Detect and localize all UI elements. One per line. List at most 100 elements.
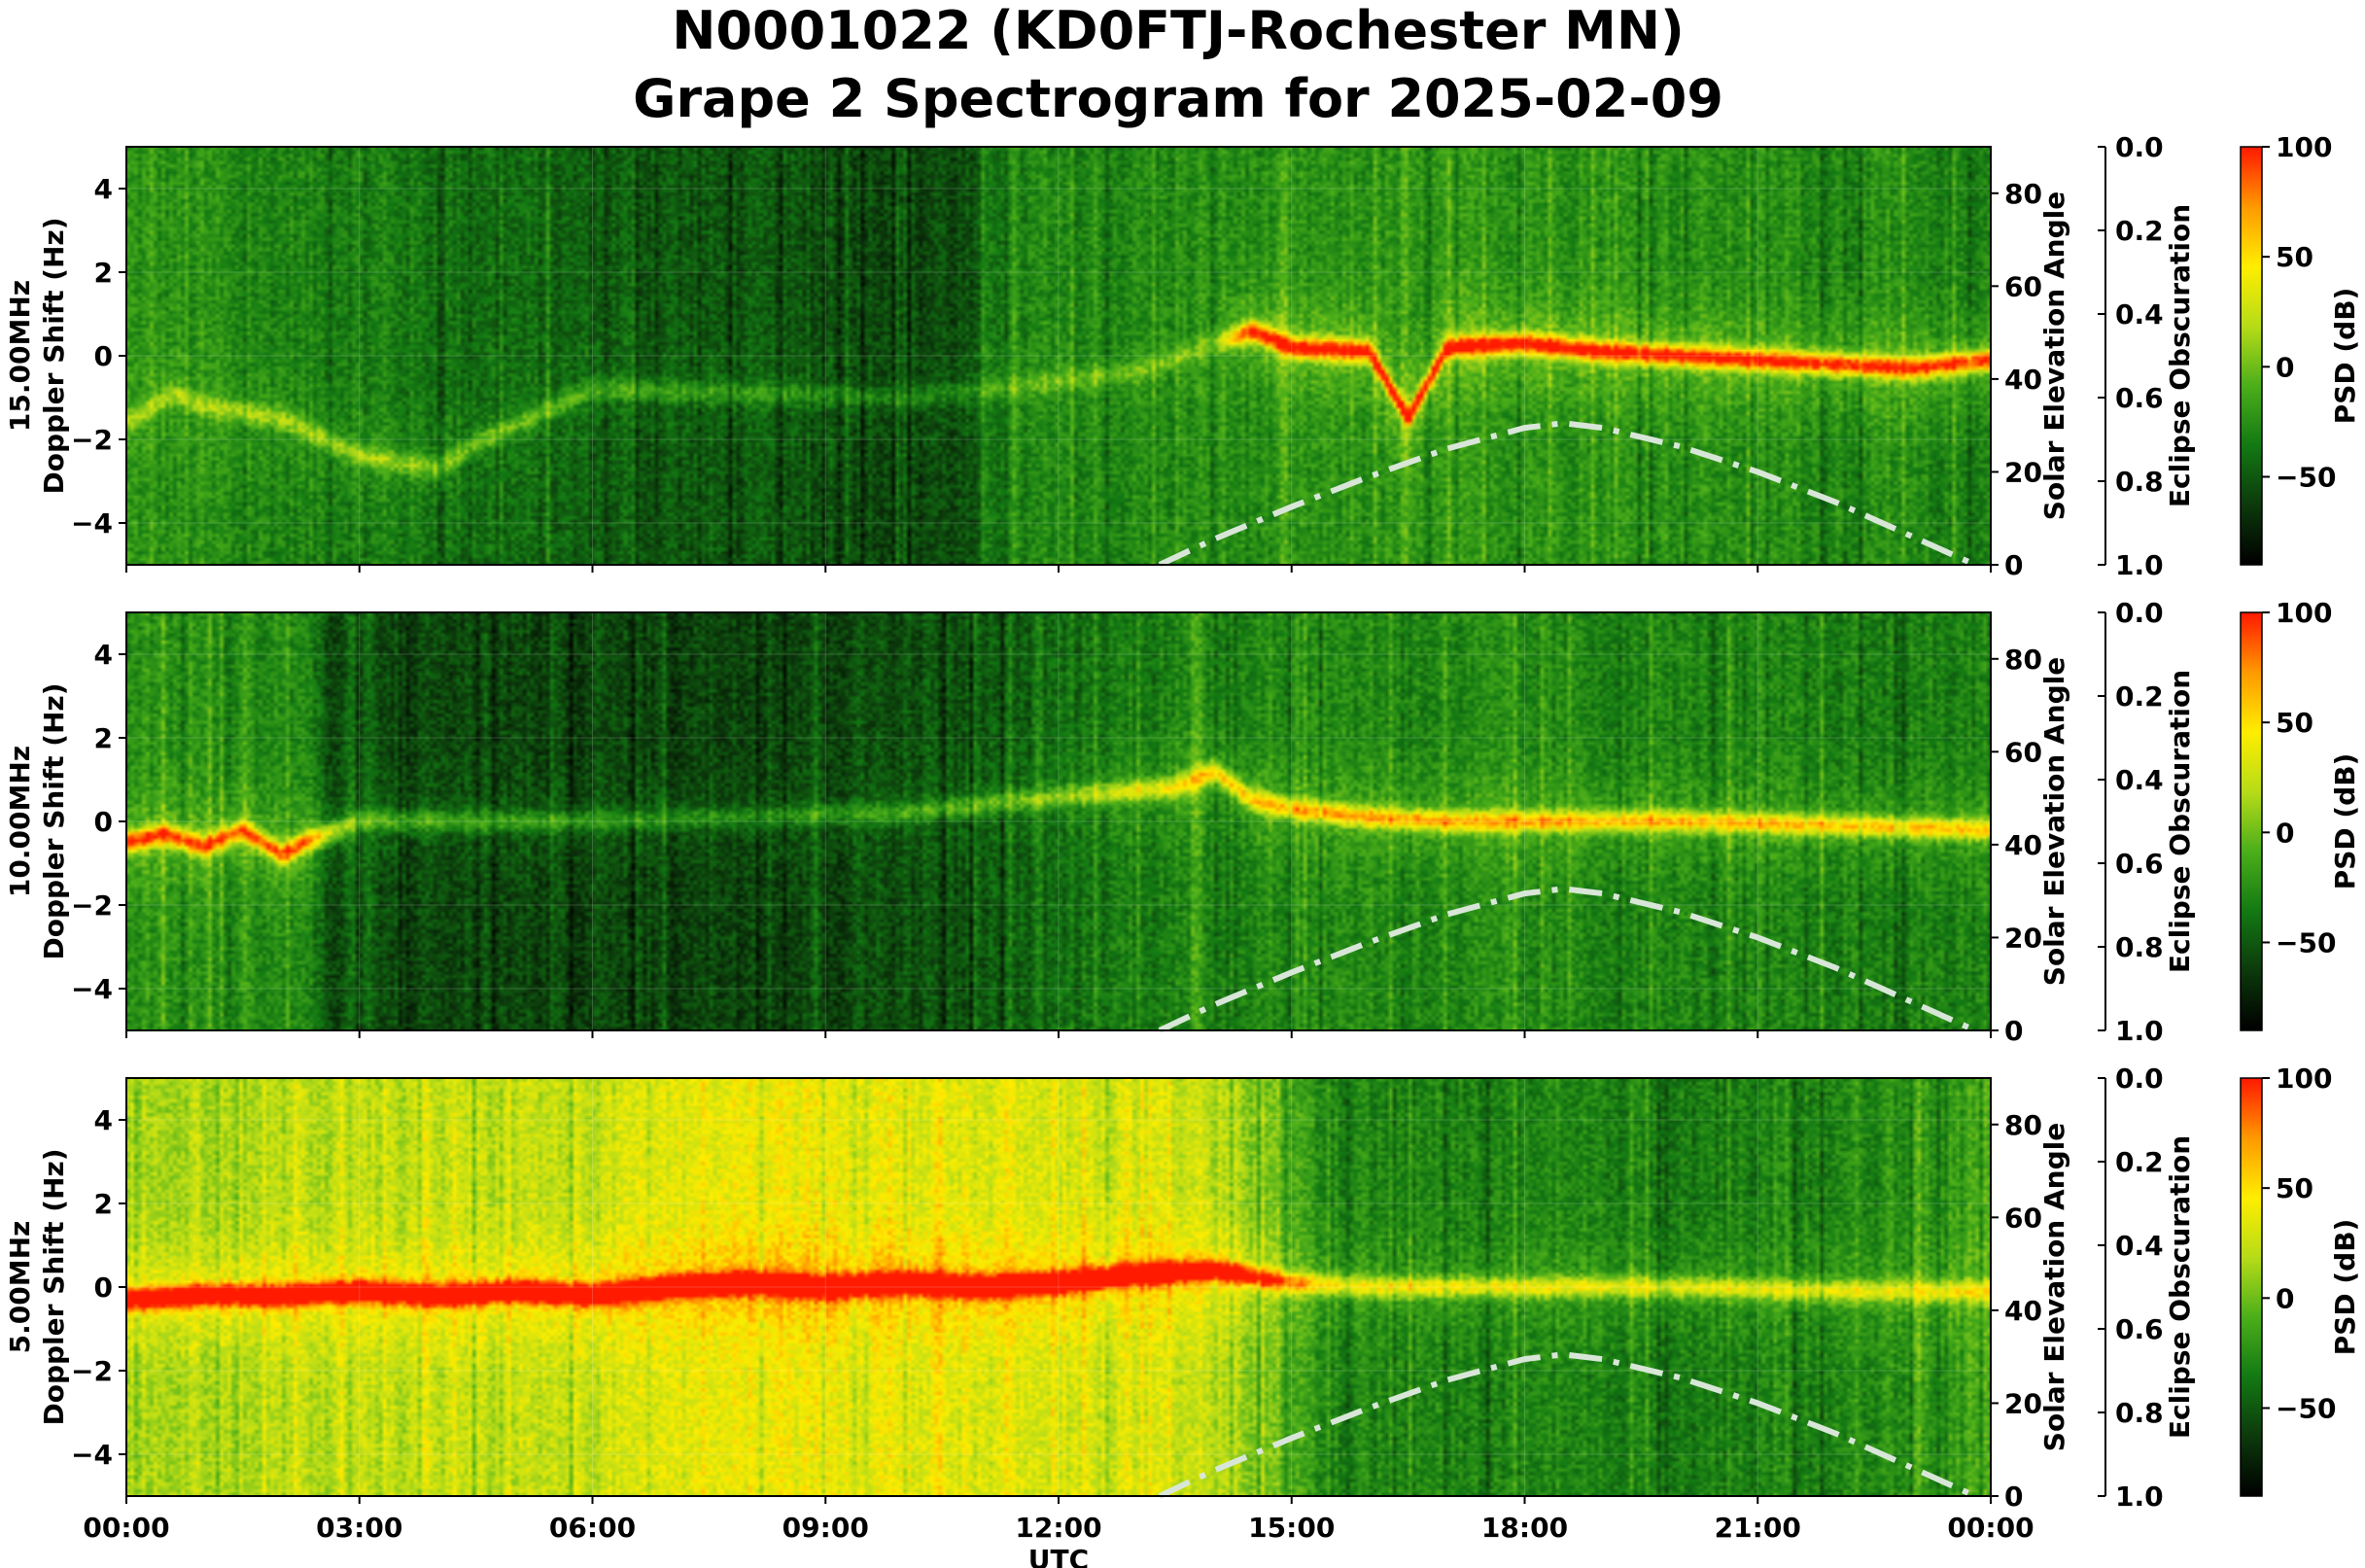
elevation-axis-label: Solar Elevation Angle	[2038, 657, 2070, 986]
solar-elevation-curve	[1158, 420, 1977, 568]
elevation-tick-label: 20	[2004, 1387, 2042, 1419]
solar-elevation-curve	[1158, 1351, 1977, 1499]
elevation-tick-label: 20	[2004, 922, 2042, 954]
x-tick-label: 15:00	[1248, 1512, 1335, 1544]
eclipse-tick-label: 1.0	[2115, 1481, 2164, 1513]
y-tick-label: 4	[94, 173, 113, 205]
heatmap-image	[126, 612, 1991, 1030]
panel-1: −4 −2 0 2 4 10.00MHz Doppler Shift (Hz) 0 20 40 60…	[4, 597, 2361, 1047]
eclipse-tick-label: 0.8	[2115, 466, 2164, 498]
figure-title-line2: Grape 2 Spectrogram for 2025-02-09	[633, 68, 1723, 129]
y-tick-label: −4	[71, 973, 113, 1005]
y-axis-label: 5.00MHz	[4, 1221, 36, 1354]
colorbar-tick-label: 100	[2276, 131, 2332, 163]
colorbar-image	[2241, 612, 2262, 1030]
eclipse-tick-label: 0.6	[2115, 848, 2164, 880]
eclipse-axis-label: Eclipse Obscuration	[2164, 204, 2196, 507]
panel-2: −4 −2 0 2 4 5.00MHz Doppler Shift (Hz) 0 20 40 60 8…	[4, 1063, 2361, 1568]
colorbar-tick-label: −50	[2276, 1392, 2336, 1424]
eclipse-tick-label: 0.6	[2115, 382, 2164, 414]
y-tick-label: 4	[94, 1104, 113, 1136]
y-tick-label: 0	[94, 1272, 113, 1304]
heatmap-image	[126, 147, 1991, 565]
elevation-tick-label: 40	[2004, 829, 2042, 861]
colorbar-frame	[2240, 611, 2263, 1031]
eclipse-tick-label: 1.0	[2115, 549, 2164, 581]
eclipse-tick-label: 0.2	[2115, 215, 2164, 247]
x-tick-label: 12:00	[1015, 1512, 1101, 1544]
elevation-tick-label: 20	[2004, 456, 2042, 488]
x-tick-label: 09:00	[783, 1512, 869, 1544]
colorbar-label: PSD (dB)	[2329, 1219, 2361, 1356]
eclipse-tick-label: 0.2	[2115, 680, 2164, 713]
elevation-tick-label: 0	[2004, 549, 2023, 581]
y-tick-label: 2	[94, 1188, 113, 1220]
elevation-tick-label: 40	[2004, 364, 2042, 396]
eclipse-tick-label: 0.4	[2115, 1230, 2164, 1262]
y-tick-label: 0	[94, 340, 113, 372]
colorbar-tick-label: 0	[2276, 351, 2294, 383]
eclipse-tick-label: 0.4	[2115, 298, 2164, 331]
eclipse-tick-label: 0.0	[2115, 1063, 2164, 1095]
elevation-tick-label: 80	[2004, 1109, 2042, 1141]
colorbar-tick-label: −50	[2276, 461, 2336, 493]
y-tick-label: −2	[71, 889, 113, 922]
eclipse-tick-label: 0.8	[2115, 1397, 2164, 1429]
panel-0: −4 −2 0 2 4 15.00MHz Doppler Shift (Hz) 0 20 40 60…	[4, 131, 2361, 581]
solar-elevation-curve	[1158, 886, 1977, 1033]
eclipse-tick-label: 0.8	[2115, 931, 2164, 963]
elevation-axis-label: Solar Elevation Angle	[2038, 1123, 2070, 1451]
elevation-tick-label: 40	[2004, 1295, 2042, 1327]
colorbar-tick-label: 100	[2276, 1063, 2332, 1095]
y-tick-label: 4	[94, 639, 113, 671]
colorbar-image	[2241, 1078, 2262, 1496]
eclipse-tick-label: 0.0	[2115, 131, 2164, 163]
x-tick-label: 06:00	[549, 1512, 636, 1544]
elevation-tick-label: 80	[2004, 644, 2042, 676]
figure-title-line1: N0001022 (KD0FTJ-Rochester MN)	[672, 0, 1685, 61]
elevation-axis-label: Solar Elevation Angle	[2038, 192, 2070, 520]
y-axis-label: Doppler Shift (Hz)	[38, 682, 70, 959]
elevation-tick-label: 0	[2004, 1481, 2023, 1513]
eclipse-tick-label: 0.2	[2115, 1146, 2164, 1178]
eclipse-axis-label: Eclipse Obscuration	[2164, 1135, 2196, 1439]
x-tick-label: 21:00	[1715, 1512, 1801, 1544]
elevation-tick-label: 60	[2004, 270, 2042, 302]
y-tick-label: −2	[71, 1355, 113, 1387]
colorbar-label: PSD (dB)	[2329, 753, 2361, 890]
elevation-tick-label: 60	[2004, 1202, 2042, 1234]
colorbar-tick-label: 0	[2276, 817, 2294, 849]
elevation-tick-label: 80	[2004, 178, 2042, 210]
colorbar-image	[2241, 147, 2262, 565]
colorbar-tick-label: 100	[2276, 597, 2332, 629]
x-tick-label: 03:00	[316, 1512, 402, 1544]
colorbar-tick-label: −50	[2276, 926, 2336, 958]
colorbar-frame	[2240, 1077, 2263, 1497]
x-tick-label: 00:00	[1947, 1512, 2034, 1544]
elevation-tick-label: 60	[2004, 736, 2042, 768]
elevation-tick-label: 0	[2004, 1015, 2023, 1047]
y-tick-label: −4	[71, 1439, 113, 1471]
colorbar-tick-label: 50	[2276, 707, 2313, 739]
eclipse-tick-label: 0.4	[2115, 764, 2164, 796]
eclipse-tick-label: 1.0	[2115, 1015, 2164, 1047]
x-tick-label: 00:00	[83, 1512, 169, 1544]
eclipse-tick-label: 0.0	[2115, 597, 2164, 629]
x-axis-label: UTC	[1028, 1544, 1089, 1568]
x-tick-label: 18:00	[1481, 1512, 1568, 1544]
y-tick-label: 0	[94, 806, 113, 838]
heatmap-image	[126, 1078, 1991, 1496]
y-axis-label: 10.00MHz	[4, 746, 36, 897]
y-tick-label: −4	[71, 507, 113, 540]
colorbar-frame	[2240, 146, 2263, 566]
y-axis-label: 15.00MHz	[4, 280, 36, 432]
eclipse-axis-label: Eclipse Obscuration	[2164, 670, 2196, 973]
colorbar-tick-label: 50	[2276, 1172, 2313, 1204]
y-tick-label: −2	[71, 424, 113, 456]
y-tick-label: 2	[94, 257, 113, 289]
y-axis-label: Doppler Shift (Hz)	[38, 1148, 70, 1425]
colorbar-tick-label: 0	[2276, 1282, 2294, 1314]
colorbar-tick-label: 50	[2276, 241, 2313, 273]
